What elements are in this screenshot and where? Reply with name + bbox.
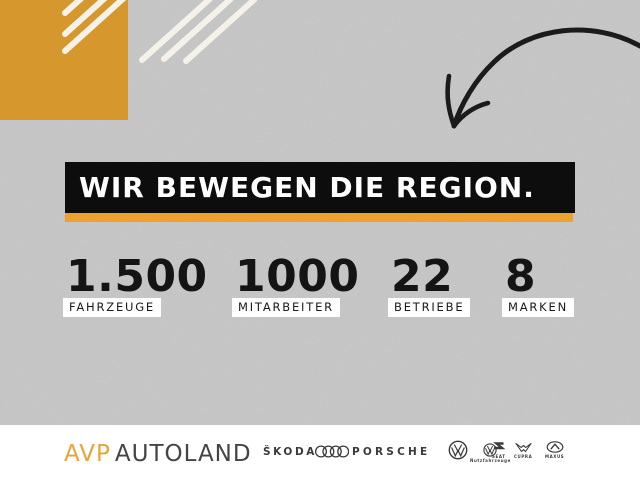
stat-label: MARKEN (502, 298, 574, 317)
brand-porsche-wordmark: PORSCHE (352, 446, 431, 458)
stat-value: 22 (391, 251, 454, 302)
brand-cupra: CUPRA (514, 442, 532, 459)
stat-marken: 8 MARKEN (502, 251, 574, 317)
brand-skoda-wordmark: ŠKODA (263, 446, 317, 458)
stat-label: BETRIEBE (388, 298, 471, 317)
brand-maxus-label: MAXUS (545, 454, 565, 459)
brand-seat-label: SEAT (492, 454, 506, 459)
stat-mitarbeiter: 1000 MITARBEITER (232, 251, 360, 317)
stat-value: 1.500 (66, 251, 208, 302)
seat-s-icon (493, 442, 506, 450)
brand-cupra-label: CUPRA (514, 454, 533, 459)
footer-bar (0, 425, 640, 480)
headline-underline (65, 213, 573, 222)
stat-value: 1000 (235, 251, 360, 302)
avp-autoland-logo: AVP AUTOLAND (64, 441, 252, 467)
headline-banner: WIR BEWEGEN DIE REGION. (65, 162, 575, 213)
avp-logo-prefix: AVP (64, 441, 111, 467)
brand-vw-nutzfahrzeuge-label: Nutzfahrzeuge (470, 458, 511, 463)
audi-rings-icon (315, 445, 349, 458)
brand-maxus: MAXUS (545, 441, 564, 459)
headline-text: WIR BEWEGEN DIE REGION. (79, 171, 535, 204)
stat-value: 8 (505, 251, 537, 302)
avp-logo-name: AUTOLAND (114, 441, 252, 467)
stat-label: FAHRZEUGE (63, 298, 162, 317)
stat-betriebe: 22 BETRIEBE (388, 251, 471, 317)
brand-vw-nutzfahrzeuge: Nutzfahrzeuge (470, 443, 511, 463)
cupra-wings-icon (515, 442, 532, 453)
vw-roundel-icon (483, 443, 498, 457)
stat-fahrzeuge: 1.500 FAHRZEUGE (63, 251, 208, 317)
orange-accent-square (0, 0, 128, 120)
stat-label: MITARBEITER (232, 298, 340, 317)
diagonal-stripe (137, 0, 215, 65)
hand-drawn-arrow-icon (445, 27, 640, 129)
vw-roundel-icon (448, 440, 468, 460)
maxus-emblem-icon (546, 441, 564, 453)
brand-seat: SEAT (492, 442, 506, 459)
